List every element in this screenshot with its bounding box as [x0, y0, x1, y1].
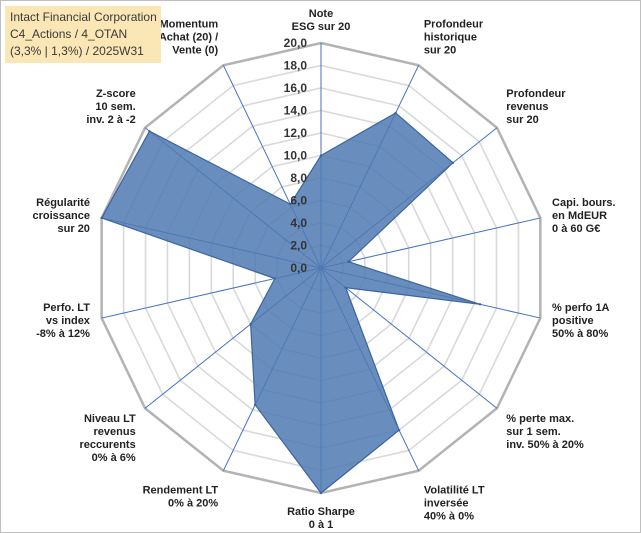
series-area	[100, 112, 481, 494]
period-info: (3,3% | 1,3%) / 2025W31	[10, 44, 144, 58]
chart-title-box: Intact Financial Corporation C4_Actions …	[5, 6, 161, 63]
series-point	[478, 303, 482, 306]
tick-label: 2,0	[290, 239, 307, 253]
series-point	[347, 260, 350, 263]
axis-labels: Note ESG sur 20 Profondeur historique sur 20…	[32, 8, 615, 531]
radar-series	[100, 111, 482, 495]
tick-label: 14,0	[284, 104, 308, 118]
series-point	[273, 277, 277, 280]
series-point	[100, 216, 103, 220]
axis-label: Profondeur historique sur 20	[424, 18, 484, 56]
tick-label: 8,0	[290, 171, 307, 185]
axis-label: Rendement LT 0% à 20%	[143, 485, 219, 510]
company-name: Intact Financial Corporation	[10, 10, 157, 24]
portfolio-category: C4_Actions / 4_OTAN	[10, 27, 128, 41]
axis-label: Capi. bours. en MdEUR 0 à 60 G€	[552, 197, 616, 235]
axis-label: Régularité croissance sur 20	[32, 197, 89, 235]
tick-label: 20,0	[284, 36, 308, 50]
axis-label: % perfo 1A positive 50% à 80%	[552, 302, 610, 340]
tick-label: 0,0	[290, 261, 307, 275]
radial-tick-labels: 0,0 2,0 4,0 6,0 8,0 10,0 12,0 14,0 16,0 18,0 20,0	[284, 36, 308, 275]
tick-label: 6,0	[290, 194, 307, 208]
axis-label: Z-score 10 sem. inv. 2 à -2	[86, 88, 135, 126]
axis-label: Perfo. LT vs index -8% à 12%	[36, 302, 91, 340]
series-point	[253, 403, 257, 407]
series-point	[319, 491, 323, 495]
axis-label: Volatilité LT inversée 40% à 0%	[424, 485, 485, 523]
axis-label: Niveau LT revenus reccurents 0% à 6%	[79, 413, 136, 464]
axis-label: % perte max. sur 1 sem. inv. 50% à 20%	[506, 413, 584, 451]
series-point	[289, 202, 292, 206]
tick-label: 10,0	[284, 149, 308, 163]
series-point	[148, 130, 151, 133]
tick-label: 12,0	[284, 126, 308, 140]
axis-label: Note ESG sur 20	[292, 8, 351, 33]
series-point	[397, 428, 401, 432]
series-point	[249, 322, 252, 326]
radar-spoke	[320, 217, 541, 269]
series-point	[394, 111, 397, 115]
radar-spoke	[320, 267, 498, 409]
tick-label: 18,0	[284, 59, 308, 73]
axis-label: Ratio Sharpe 0 à 1	[287, 506, 355, 531]
series-point	[451, 161, 455, 164]
axis-label: Profondeur revenus sur 20	[506, 88, 566, 126]
tick-label: 16,0	[284, 81, 308, 95]
series-point	[344, 286, 347, 289]
series-point	[319, 154, 323, 157]
axis-label: Momentum Achat (20) / Vente (0)	[159, 18, 219, 56]
tick-label: 4,0	[290, 216, 307, 230]
